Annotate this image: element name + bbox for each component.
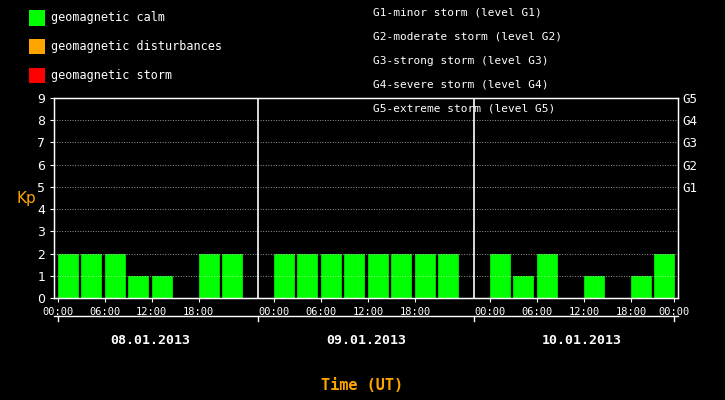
Bar [297,254,318,298]
Bar [439,254,458,298]
Bar [274,254,294,298]
Text: Time (UT): Time (UT) [321,378,404,393]
Text: 10.01.2013: 10.01.2013 [542,334,622,347]
Bar [655,254,674,298]
Bar [490,254,510,298]
Text: geomagnetic storm: geomagnetic storm [51,69,172,82]
Bar [81,254,102,298]
Bar [537,254,557,298]
Bar [584,276,604,298]
Text: geomagnetic disturbances: geomagnetic disturbances [51,40,222,53]
Bar [152,276,172,298]
Bar [223,254,242,298]
Bar [58,254,78,298]
Y-axis label: Kp: Kp [17,190,36,206]
Bar [321,254,341,298]
Text: G2-moderate storm (level G2): G2-moderate storm (level G2) [373,32,563,42]
Text: geomagnetic calm: geomagnetic calm [51,12,165,24]
Text: 09.01.2013: 09.01.2013 [326,334,406,347]
Bar [128,276,149,298]
Text: G1-minor storm (level G1): G1-minor storm (level G1) [373,8,542,18]
Text: G5-extreme storm (level G5): G5-extreme storm (level G5) [373,104,555,114]
Text: 08.01.2013: 08.01.2013 [110,334,190,347]
Bar [199,254,219,298]
Bar [344,254,365,298]
Bar [105,254,125,298]
Bar [368,254,388,298]
Bar [631,276,651,298]
Bar [513,276,534,298]
Bar [415,254,435,298]
Bar [392,254,411,298]
Text: G3-strong storm (level G3): G3-strong storm (level G3) [373,56,549,66]
Text: G4-severe storm (level G4): G4-severe storm (level G4) [373,80,549,90]
